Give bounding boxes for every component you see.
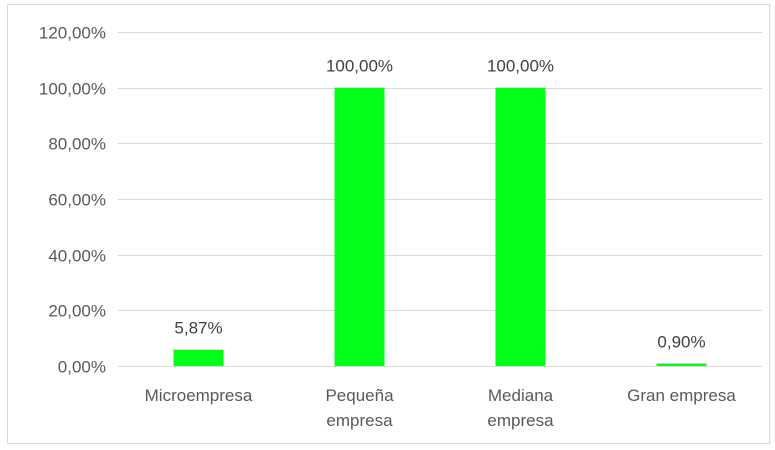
data-label: 100,00% [487,57,554,76]
y-tick-label: 60,00% [48,191,106,210]
data-labels: 5,87% 100,00% 100,00% 0,90% [174,57,705,352]
category-label: Gran empresa [627,386,736,405]
bars [173,87,707,367]
y-axis-ticks: 0,00% 20,00% 40,00% 60,00% 80,00% 100,00% 120,… [39,24,106,377]
y-tick-label: 80,00% [48,135,106,154]
gridlines [118,32,762,367]
y-tick-label: 20,00% [48,302,106,321]
bar [495,87,546,367]
category-label: Pequeña empresa [325,386,394,430]
bar [656,363,707,366]
chart-frame [7,4,770,444]
category-label: Microempresa [145,386,253,405]
bar [173,349,224,366]
category-label: Mediana empresa [487,386,554,430]
y-tick-label: 100,00% [39,80,106,99]
y-tick-label: 40,00% [48,247,106,266]
y-tick-label: 120,00% [39,24,106,43]
bar [334,87,385,367]
data-label: 5,87% [174,319,222,338]
y-tick-label: 0,00% [58,358,106,377]
data-label: 100,00% [326,57,393,76]
x-axis-categories: Microempresa Pequeña empresa Mediana empresa… [145,386,737,430]
data-label: 0,90% [657,332,705,351]
